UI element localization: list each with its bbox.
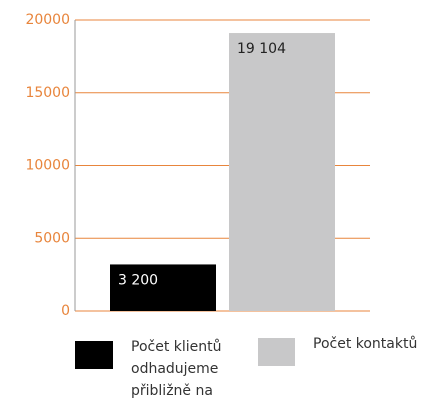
legend-item: Počet klientů odhadujeme přibližně na	[75, 339, 246, 402]
legend-label: Počet klientů odhadujeme přibližně na	[131, 339, 222, 399]
legend-item: Počet kontaktů	[258, 336, 433, 366]
y-tick-label: 0	[61, 303, 70, 319]
y-tick-label: 5000	[34, 230, 70, 246]
bar	[110, 264, 216, 311]
legend-swatch	[75, 341, 113, 369]
value-label: 3 200	[118, 272, 158, 288]
y-tick-label: 10000	[25, 158, 70, 174]
y-tick-label: 15000	[25, 85, 70, 101]
chart: 0 5000 10000 15000 20000 3 200 19 104	[25, 12, 370, 319]
legend-swatch	[258, 338, 295, 366]
bar	[229, 33, 335, 311]
legend-label: Počet kontaktů	[313, 336, 418, 352]
y-tick-label: 20000	[25, 12, 70, 28]
value-label: 19 104	[237, 41, 286, 57]
